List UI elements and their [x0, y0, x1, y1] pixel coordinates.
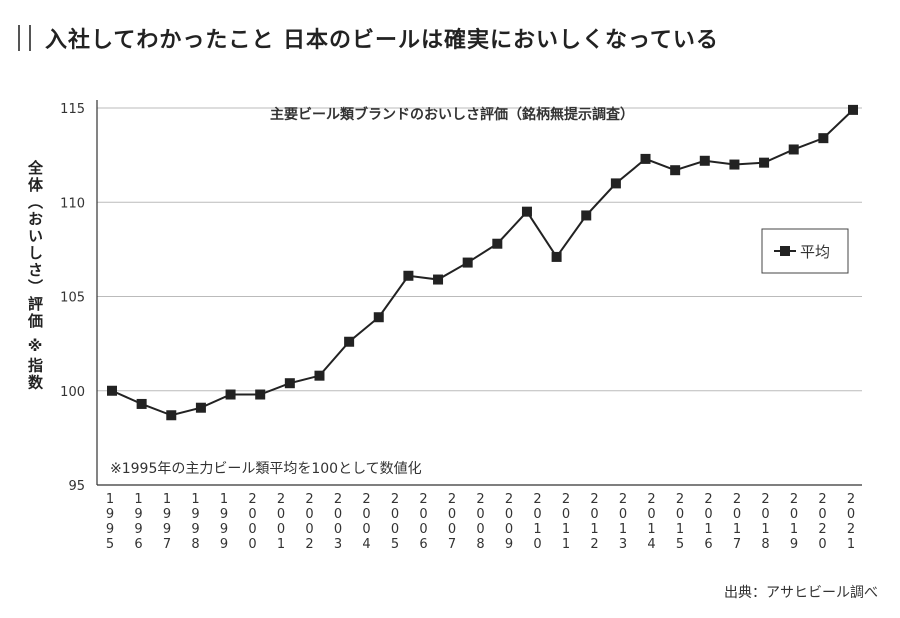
double-bar-icon	[18, 25, 31, 51]
data-point	[462, 257, 473, 268]
data-point	[581, 210, 592, 221]
data-point	[729, 159, 740, 170]
data-point	[759, 157, 770, 168]
chart-note: ※1995年の主力ビール類平均を100として数値化	[110, 461, 422, 477]
data-point	[225, 389, 236, 400]
source-note: 出典：アサヒビール調べ	[724, 585, 878, 601]
y-axis-label: 全体（おいしさ）評価 ※指数	[26, 160, 44, 392]
legend: 平均	[761, 228, 849, 274]
data-point	[433, 274, 444, 285]
page-title: 入社してわかったこと 日本のビールは確実においしくなっている	[45, 28, 719, 53]
data-point	[818, 133, 829, 144]
data-point	[166, 410, 177, 421]
chart-title: 主要ビール類ブランドのおいしさ評価（銘柄無提示調査）	[270, 106, 634, 123]
data-point	[314, 370, 325, 381]
y-tick-label: 100	[60, 385, 85, 400]
legend-marker	[780, 246, 790, 256]
data-point	[195, 402, 206, 413]
data-point	[107, 385, 117, 396]
data-point	[136, 398, 147, 409]
page-header: 入社してわかったこと 日本のビールは確実においしくなっている	[18, 22, 719, 54]
data-point	[344, 336, 355, 347]
series-line	[111, 109, 854, 417]
y-tick-label: 105	[60, 291, 85, 306]
data-point	[373, 312, 384, 323]
y-tick-label: 95	[68, 479, 85, 494]
data-point	[492, 238, 503, 249]
data-point	[284, 378, 295, 389]
data-point	[699, 155, 710, 166]
legend-label: 平均	[800, 243, 830, 261]
data-point	[521, 206, 532, 217]
data-point	[788, 144, 799, 155]
data-point	[610, 178, 621, 189]
data-point	[640, 153, 651, 164]
y-tick-label: 115	[60, 102, 85, 117]
data-point	[255, 389, 266, 400]
data-point	[848, 104, 858, 115]
data-point	[403, 270, 414, 281]
data-point	[551, 251, 562, 262]
y-tick-label: 110	[60, 196, 85, 211]
data-point	[670, 165, 681, 176]
